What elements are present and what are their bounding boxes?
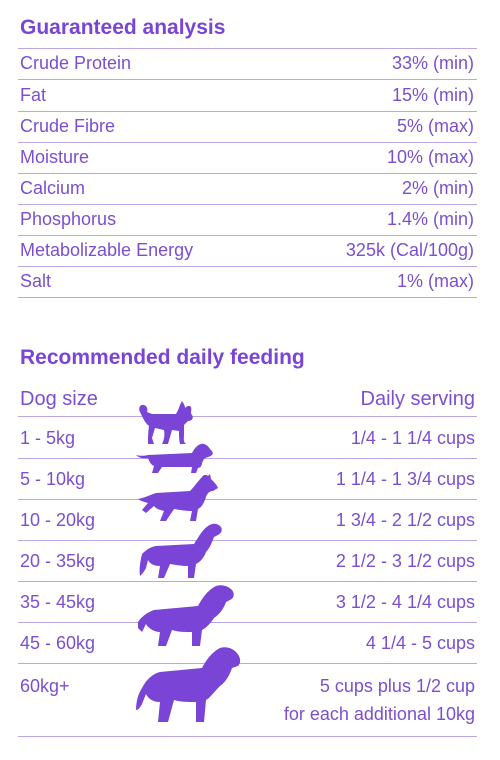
analysis-row: Salt 1% (max) [18,266,477,298]
feeding-row: 45 - 60kg 4 1/4 - 5 cups [18,623,477,664]
daily-serving: 1/4 - 1 1/4 cups [350,428,475,448]
analysis-value: 33% (min) [391,53,474,73]
feeding-row: 10 - 20kg 1 3/4 - 2 1/2 cups [18,500,477,541]
analysis-row: Crude Protein 33% (min) [18,48,477,80]
analysis-row: Phosphorus 1.4% (min) [18,204,477,236]
analysis-name: Phosphorus [20,209,117,229]
dog-size: 10 - 20kg [20,510,96,530]
daily-serving: 3 1/2 - 4 1/4 cups [335,592,475,612]
analysis-row: Calcium 2% (min) [18,173,477,205]
analysis-value: 5% (max) [396,116,474,136]
analysis-row: Moisture 10% (max) [18,142,477,174]
small-dog-icon [139,401,193,444]
analysis-value: 2% (min) [401,178,474,198]
daily-serving: 4 1/4 - 5 cups [365,633,475,653]
analysis-name: Calcium [20,178,86,198]
feeding-row: 35 - 45kg 3 1/2 - 4 1/4 cups [18,582,477,623]
analysis-row: Crude Fibre 5% (max) [18,111,477,143]
feeding-title: Recommended daily feeding [20,346,305,369]
analysis-name: Crude Fibre [20,116,116,136]
daily-serving-line: for each additional 10kg [283,704,475,724]
analysis-value: 10% (max) [386,147,474,167]
dog-size-header: Dog size [20,388,98,410]
daily-serving-line: 5 cups plus 1/2 cup [319,676,475,696]
retriever-dog-icon [139,523,222,578]
dog-size: 1 - 5kg [20,428,76,448]
large-dog-icon [138,585,234,646]
shepherd-dog-icon [138,474,218,521]
analysis-name: Metabolizable Energy [20,240,194,260]
feeding-row: 20 - 35kg 2 1/2 - 3 1/2 cups [18,541,477,582]
dog-size: 20 - 35kg [20,551,96,571]
dog-size: 5 - 10kg [20,469,86,489]
daily-serving: 5 cups plus 1/2 cup for each additional … [284,672,475,728]
dog-size: 60kg+ [20,676,70,696]
daily-serving: 1 1/4 - 1 3/4 cups [335,469,475,489]
analysis-value: 1.4% (min) [386,209,474,229]
feeding-row: 5 - 10kg 1 1/4 - 1 3/4 cups [18,459,477,500]
dog-size: 45 - 60kg [20,633,96,653]
analysis-name: Fat [20,85,47,105]
dog-size: 35 - 45kg [20,592,96,612]
analysis-name: Salt [20,271,52,291]
giant-dog-icon [136,647,241,722]
divider [18,48,477,49]
daily-serving: 1 3/4 - 2 1/2 cups [335,510,475,530]
analysis-value: 15% (min) [391,85,474,105]
analysis-name: Moisture [20,147,90,167]
feeding-row: 60kg+ 5 cups plus 1/2 cup for each addit… [18,664,477,737]
guaranteed-analysis-title: Guaranteed analysis [20,16,226,39]
analysis-name: Crude Protein [20,53,132,73]
analysis-value: 1% (max) [396,271,474,291]
daily-serving-header: Daily serving [360,388,475,410]
analysis-row: Fat 15% (min) [18,80,477,112]
analysis-row: Metabolizable Energy 325k (Cal/100g) [18,235,477,267]
dachshund-icon [136,443,213,473]
feeding-header: Dog size Daily serving [18,382,477,417]
daily-serving: 2 1/2 - 3 1/2 cups [335,551,475,571]
feeding-row: 1 - 5kg 1/4 - 1 1/4 cups [18,418,477,459]
analysis-value: 325k (Cal/100g) [345,240,474,260]
